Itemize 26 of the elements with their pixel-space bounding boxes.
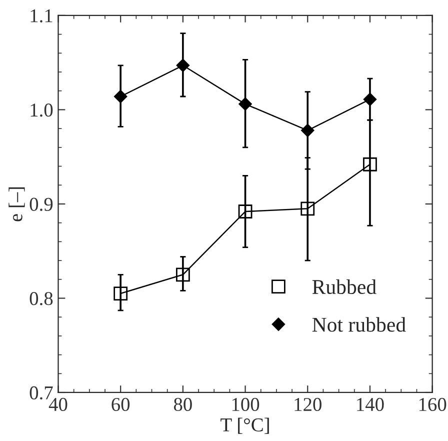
y-tick-label: 1.0 [30, 104, 53, 117]
x-tick-label: 100 [232, 398, 260, 412]
y-axis-title: e [–] [8, 187, 25, 222]
point [114, 286, 128, 300]
y-tick-label: 0.9 [30, 198, 53, 211]
x-tick-label: 160 [419, 398, 446, 412]
point [238, 204, 252, 218]
legend-label: Not rubbed [312, 317, 406, 332]
y-tick-label: 1.1 [30, 9, 52, 22]
point [238, 97, 252, 111]
point [114, 90, 128, 104]
x-tick-label: 60 [112, 398, 130, 412]
x-tick-label: 140 [357, 398, 384, 412]
point [363, 157, 377, 172]
legend-label: Rubbed [312, 279, 376, 294]
point [176, 268, 190, 282]
x-tick-label: 120 [294, 398, 322, 412]
point [363, 92, 377, 106]
x-tick-label: 80 [174, 398, 192, 412]
x-axis-title: T [°C] [220, 418, 269, 434]
y-tick-label: 0.8 [30, 292, 53, 306]
point [301, 124, 314, 138]
point [176, 58, 190, 72]
y-tick-label: 0.7 [30, 386, 53, 400]
x-tick-label: 40 [48, 398, 68, 412]
point [300, 202, 315, 216]
